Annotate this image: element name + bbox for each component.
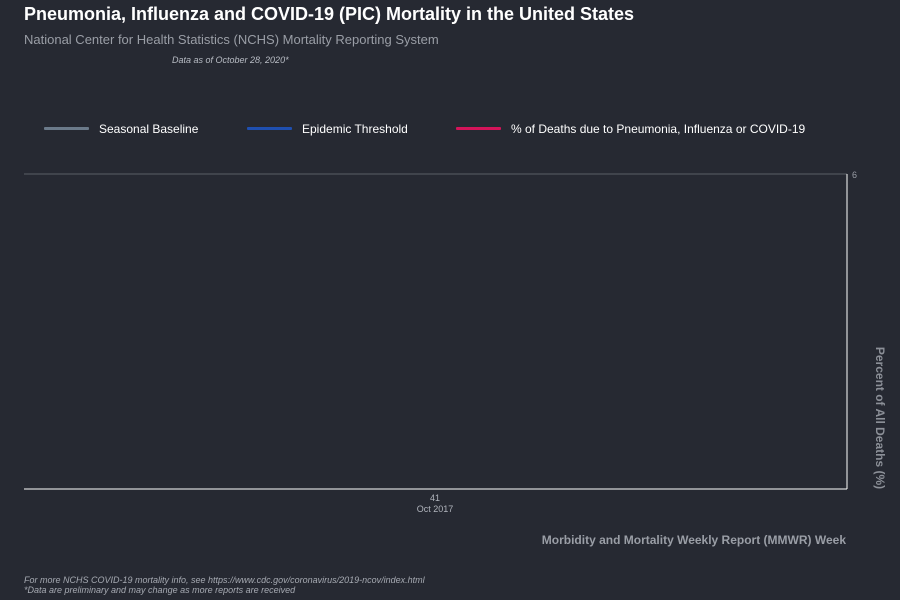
axis-layer (24, 174, 848, 490)
legend-label: Epidemic Threshold (302, 122, 408, 136)
footer-notes: For more NCHS COVID-19 mortality info, s… (24, 575, 425, 595)
chart-subtitle: National Center for Health Statistics (N… (24, 32, 439, 47)
legend-label: % of Deaths due to Pneumonia, Influenza … (511, 122, 806, 136)
footer-source-note: For more NCHS COVID-19 mortality info, s… (24, 575, 425, 585)
y-tick-label: 6 (852, 170, 857, 180)
legend-label: Seasonal Baseline (99, 122, 199, 136)
legend-swatch-seasonal-baseline (44, 127, 89, 130)
y-axis-title: Percent of All Deaths (%) (873, 346, 887, 490)
x-tick-label-week: 41 (430, 493, 440, 503)
x-tick-label-period: Oct 2017 (417, 504, 454, 514)
legend-swatch-pic-deaths (456, 127, 501, 130)
footer-preliminary-note: *Data are preliminary and may change as … (24, 585, 296, 595)
chart-title: Pneumonia, Influenza and COVID-19 (PIC) … (24, 4, 635, 24)
x-axis-title: Morbidity and Mortality Weekly Report (M… (541, 533, 846, 547)
legend-swatch-epidemic-threshold (247, 127, 292, 130)
data-as-of-note: Data as of October 28, 2020* (172, 55, 289, 65)
